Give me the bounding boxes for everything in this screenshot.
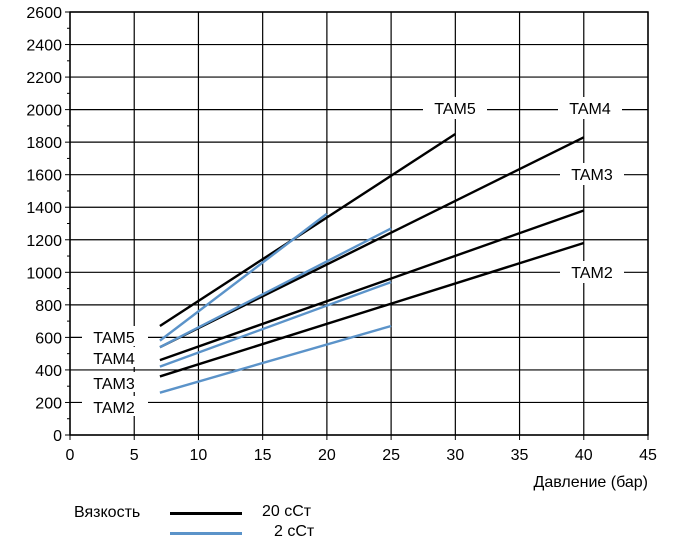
annotation-bg-2-TAM3 <box>82 372 148 392</box>
series-line-tam2-2cst <box>159 324 392 394</box>
legend-title: Вязкость <box>74 504 141 521</box>
y-tick-label-2400: 2400 <box>26 38 62 55</box>
annotation-20-TAM3: TAM3 <box>571 167 613 184</box>
annotation-bg-20-TAM5 <box>423 97 487 119</box>
legend-label-20: 20 cСт <box>262 503 312 520</box>
x-tick-label-40: 40 <box>575 447 593 464</box>
y-tick-label-1600: 1600 <box>26 168 62 185</box>
annotation-20-TAM2: TAM2 <box>571 265 613 282</box>
y-tick-label-2600: 2600 <box>26 5 62 22</box>
legend-label-2: 2 cСт <box>274 523 315 540</box>
annotation-bg-2-TAM5 <box>82 326 148 346</box>
legend-swatch-20 <box>170 512 242 515</box>
x-tick-label-45: 45 <box>639 447 657 464</box>
x-axis-label: Давление (бар) <box>534 474 648 491</box>
y-tick-label-0: 0 <box>53 428 62 445</box>
annotation-bg-2-TAM2 <box>82 396 148 416</box>
annotation-2-TAM3: TAM3 <box>93 376 135 393</box>
annotation-bg-20-TAM4 <box>558 97 622 119</box>
series-line-tam5-2cst <box>159 212 328 342</box>
annotation-bg-20-TAM2 <box>560 261 624 283</box>
y-tick-label-2200: 2200 <box>26 70 62 87</box>
y-tick-label-400: 400 <box>35 363 62 380</box>
x-tick-label-15: 15 <box>254 447 272 464</box>
annotation-2-TAM4: TAM4 <box>93 351 135 368</box>
legend-swatch-2 <box>170 532 242 535</box>
y-tick-label-2000: 2000 <box>26 103 62 120</box>
legend: Вязкость 20 cСт 2 cСт <box>74 500 434 546</box>
plot-frame <box>69 11 649 436</box>
y-tick-label-800: 800 <box>35 298 62 315</box>
series-line-tam2-20cst <box>159 241 585 378</box>
annotation-bg-2-TAM4 <box>82 347 148 367</box>
y-tick-label-1000: 1000 <box>26 265 62 282</box>
y-tick-label-1400: 1400 <box>26 200 62 217</box>
series-line-tam4-2cst <box>159 227 392 349</box>
annotation-2-TAM2: TAM2 <box>93 400 135 417</box>
series-line-tam5-20cst <box>159 133 456 328</box>
annotation-20-TAM5: TAM5 <box>434 101 476 118</box>
annotation-20-TAM4: TAM4 <box>569 101 611 118</box>
x-tick-label-25: 25 <box>382 447 400 464</box>
annotation-2-TAM5: TAM5 <box>93 330 135 347</box>
x-tick-label-10: 10 <box>190 447 208 464</box>
annotation-bg-20-TAM3 <box>560 163 624 185</box>
x-tick-label-0: 0 <box>66 447 75 464</box>
y-tick-label-200: 200 <box>35 395 62 412</box>
series-line-tam3-20cst <box>159 209 585 362</box>
y-tick-label-600: 600 <box>35 330 62 347</box>
viscosity-pressure-chart: 0 5 10 15 20 25 30 35 40 45 0 200 400 600 800 1000 1200 1… <box>26 5 657 491</box>
x-tick-label-5: 5 <box>130 447 139 464</box>
y-tick-label-1800: 1800 <box>26 135 62 152</box>
x-tick-label-30: 30 <box>446 447 464 464</box>
series-line-tam3-2cst <box>159 280 392 368</box>
x-tick-label-20: 20 <box>318 447 336 464</box>
x-tick-label-35: 35 <box>511 447 529 464</box>
y-tick-label-1200: 1200 <box>26 233 62 250</box>
